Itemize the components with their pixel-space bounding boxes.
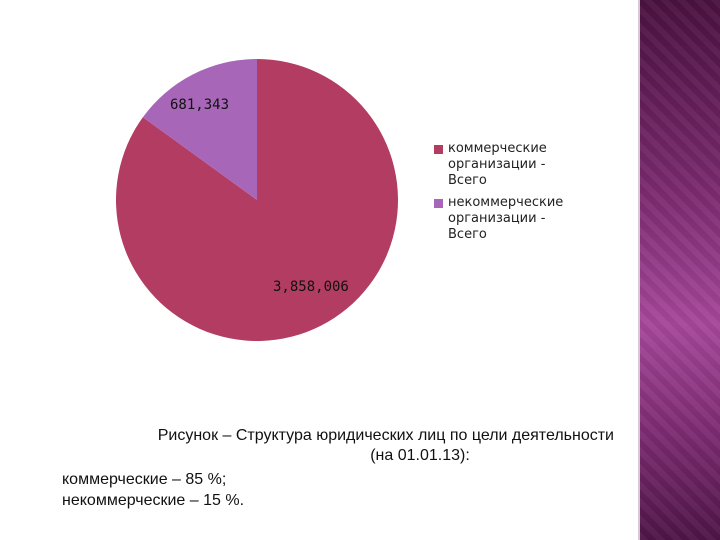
data-label-noncommercial: 681,343 [170,97,230,113]
legend-label-commercial: коммерческие организации - Всего [448,141,547,188]
legend-item-noncommercial: некоммерческие организации - Всего [434,195,604,243]
side-divider [638,0,640,540]
chart-legend: коммерческие организации - Всего некомме… [434,141,604,249]
pie-slice-noncommercial [142,59,257,200]
data-label-commercial: 3,858,006 [273,279,349,295]
decorative-side-band [640,0,720,540]
share-noncommercial: некоммерческие – 15 %. [62,492,245,509]
caption-title: Рисунок – Структура юридических лиц по ц… [157,427,614,444]
legend-item-commercial: коммерческие организации - Всего [434,141,604,189]
legend-swatch-commercial [434,145,443,154]
legend-swatch-noncommercial [434,199,443,208]
figure-caption: Рисунок – Структура юридических лиц по ц… [60,426,640,466]
legend-label-noncommercial: некоммерческие организации - Всего [448,195,564,242]
caption-date: (на 01.01.13): [370,447,470,464]
share-commercial: коммерческие – 85 %; [62,471,227,488]
pie-chart [116,59,398,341]
share-summary: коммерческие – 85 %; некоммерческие – 15… [62,469,244,511]
